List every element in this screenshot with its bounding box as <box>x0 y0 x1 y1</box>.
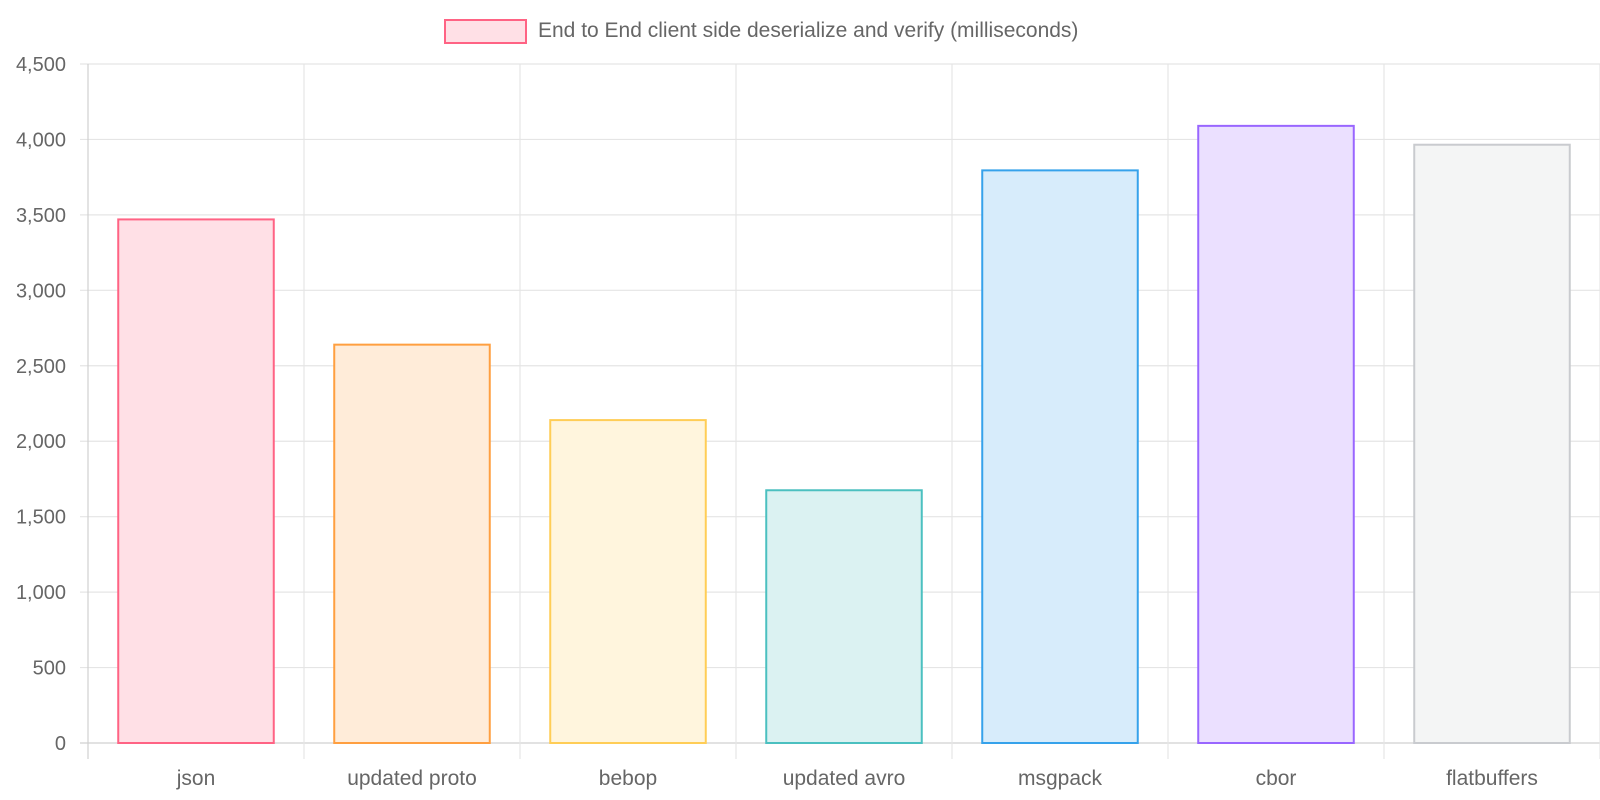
bar-msgpack[interactable] <box>981 169 1139 745</box>
x-tick-label: updated avro <box>783 767 906 790</box>
x-tick-label: bebop <box>599 767 657 790</box>
x-axis-labels: json updated proto bebop updated avro msgpac… <box>176 767 1538 790</box>
x-tick-label: flatbuffers <box>1446 767 1538 790</box>
bar-updated-proto[interactable] <box>333 343 491 744</box>
y-tick-label: 4,500 <box>16 54 66 76</box>
y-tick-label: 2,500 <box>16 356 66 378</box>
bar-cbor[interactable] <box>1197 124 1355 744</box>
bar-flatbuffers[interactable] <box>1413 143 1571 744</box>
y-tick-label: 3,000 <box>16 280 66 302</box>
y-axis-ticks: 0 500 1,000 1,500 2,000 2,500 3,000 3,500 4,000 4… <box>16 54 66 755</box>
y-tick-label: 1,000 <box>16 582 66 604</box>
legend-swatch <box>444 19 527 44</box>
chart-legend[interactable]: End to End client side deserialize and v… <box>444 19 1078 44</box>
y-tick-label: 500 <box>33 658 66 680</box>
y-tick-label: 0 <box>55 733 66 755</box>
x-tick-label: updated proto <box>347 767 477 790</box>
bar-updated-avro[interactable] <box>765 489 923 744</box>
bar-json[interactable] <box>117 218 275 745</box>
x-tick-label: cbor <box>1256 767 1297 790</box>
y-tick-label: 2,000 <box>16 431 66 453</box>
x-tick-label: msgpack <box>1018 767 1103 790</box>
bars <box>117 124 1571 745</box>
y-tick-label: 4,000 <box>16 129 66 151</box>
y-tick-label: 3,500 <box>16 205 66 227</box>
bar-bebop[interactable] <box>549 419 707 744</box>
legend-label: End to End client side deserialize and v… <box>538 19 1078 42</box>
y-tick-label: 1,500 <box>16 507 66 529</box>
x-tick-label: json <box>176 767 216 790</box>
